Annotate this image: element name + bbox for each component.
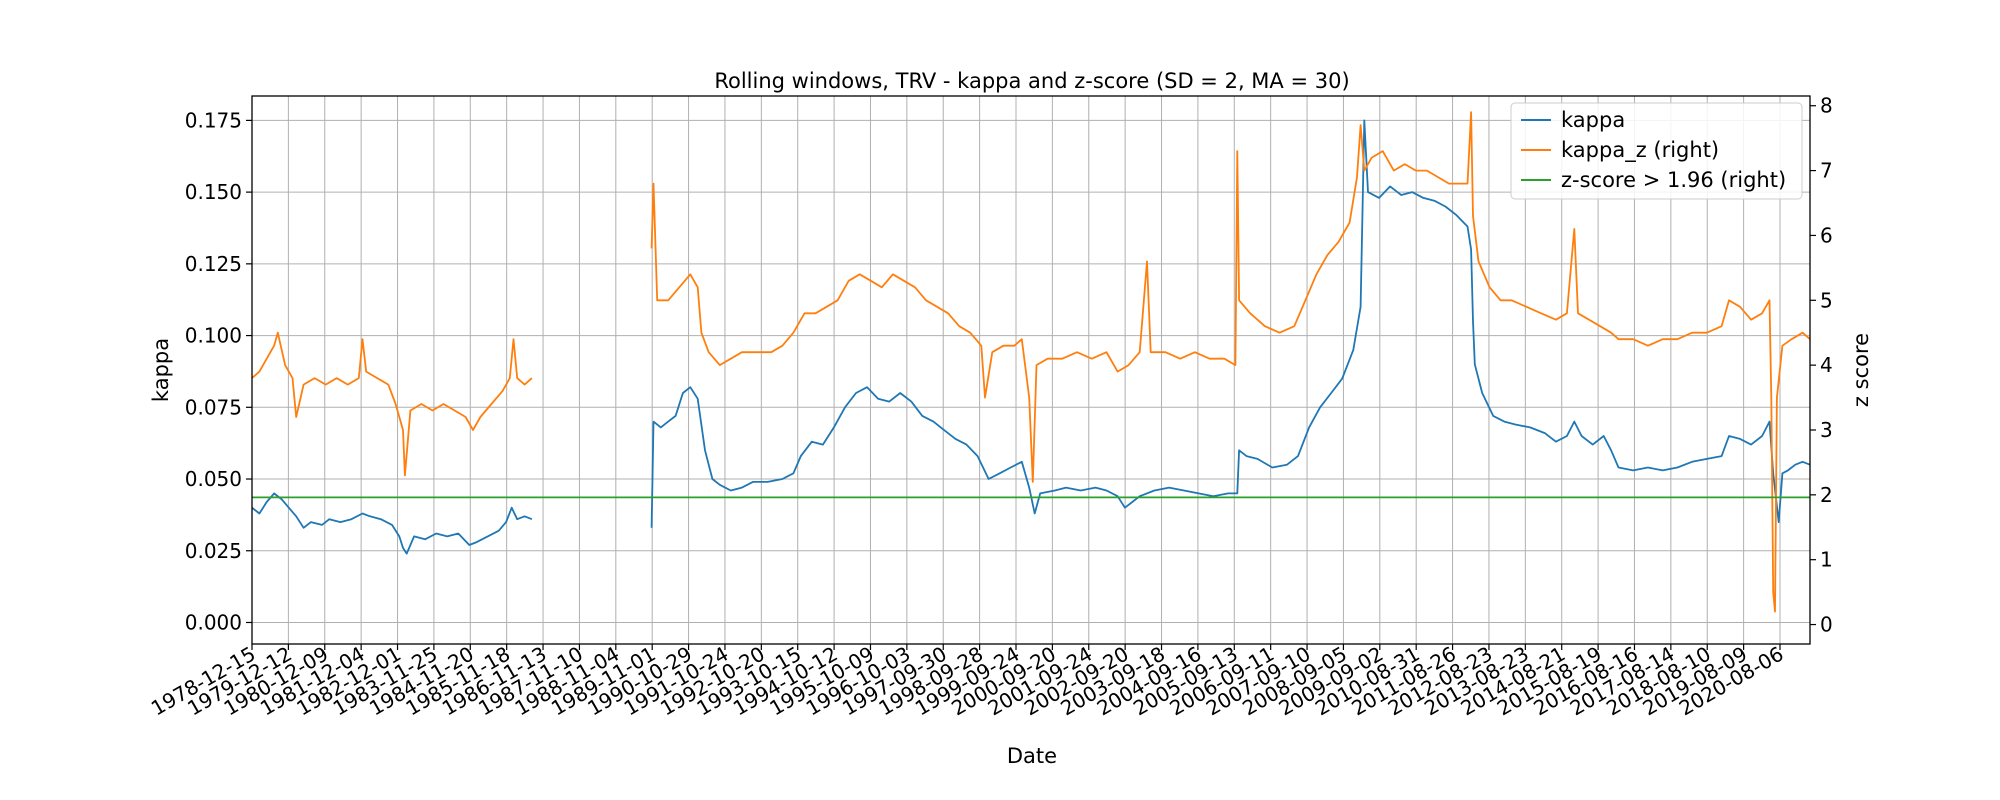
plot-area bbox=[251, 111, 1811, 613]
y-axis-title-right: z score bbox=[1849, 333, 1873, 407]
legend-box bbox=[1510, 102, 1803, 200]
x-axis: 1978-12-151979-12-121980-12-091981-12-04… bbox=[147, 642, 1788, 721]
x-axis-title: Date bbox=[1007, 744, 1057, 768]
y-axis-left: 0.000 0.025 0.050 0.075 0.100 0.125 0.150 0.175 bbox=[185, 108, 252, 634]
y-tick-label-right: 0 bbox=[1820, 613, 1833, 637]
y-tick-label-left: 0.025 bbox=[185, 539, 242, 563]
y-tick-label-left: 0.050 bbox=[185, 467, 242, 491]
chart-title: Rolling windows, TRV - kappa and z-score… bbox=[714, 69, 1349, 93]
series-line-0-segment-1 bbox=[650, 119, 1811, 528]
legend: kappa kappa_z (right) z-score > 1.96 (righ… bbox=[1510, 102, 1803, 200]
legend-label: kappa_z (right) bbox=[1561, 138, 1719, 163]
series-line-0-segment-0 bbox=[251, 492, 533, 555]
y-tick-label-right: 1 bbox=[1820, 548, 1833, 572]
y-tick-label-right: 4 bbox=[1820, 353, 1833, 377]
y-tick-label-right: 7 bbox=[1820, 159, 1833, 183]
y-tick-label-left: 0.150 bbox=[185, 180, 242, 204]
y-tick-label-left: 0.000 bbox=[185, 610, 242, 634]
legend-label: z-score > 1.96 (right) bbox=[1561, 168, 1786, 192]
y-tick-label-left: 0.100 bbox=[185, 324, 242, 348]
y-axis-right: 0 1 2 3 4 5 6 7 8 bbox=[1810, 94, 1833, 637]
y-tick-label-right: 5 bbox=[1820, 288, 1833, 312]
y-axis-title-left: kappa bbox=[149, 338, 173, 402]
y-tick-label-left: 0.125 bbox=[185, 252, 242, 276]
y-tick-label-left: 0.175 bbox=[185, 108, 242, 132]
y-tick-label-right: 2 bbox=[1820, 483, 1833, 507]
series-line-1-segment-0 bbox=[251, 331, 533, 477]
plot-frame bbox=[251, 95, 1811, 645]
legend-label: kappa bbox=[1561, 108, 1625, 132]
y-tick-label-right: 8 bbox=[1820, 94, 1833, 118]
series-line-1-segment-1 bbox=[650, 111, 1811, 613]
y-tick-label-right: 3 bbox=[1820, 418, 1833, 442]
y-tick-label-right: 6 bbox=[1820, 223, 1833, 247]
y-tick-label-left: 0.075 bbox=[185, 395, 242, 419]
